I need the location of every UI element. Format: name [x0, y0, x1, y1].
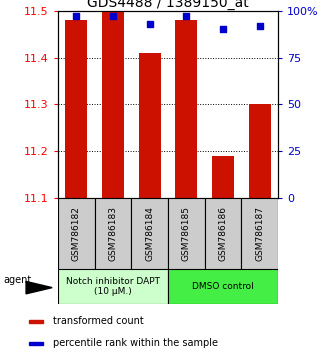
Text: GSM786182: GSM786182: [72, 206, 81, 261]
Point: [110, 13, 116, 19]
Point: [147, 21, 152, 27]
Title: GDS4488 / 1389150_at: GDS4488 / 1389150_at: [87, 0, 249, 10]
Text: GSM786184: GSM786184: [145, 206, 154, 261]
Text: percentile rank within the sample: percentile rank within the sample: [53, 338, 218, 348]
Point: [220, 27, 226, 32]
Text: Notch inhibitor DAPT
(10 μM.): Notch inhibitor DAPT (10 μM.): [66, 277, 160, 296]
Bar: [95, 198, 131, 269]
Text: GSM786183: GSM786183: [109, 206, 118, 261]
Bar: [168, 198, 205, 269]
Bar: [65, 20, 87, 198]
Point: [184, 13, 189, 19]
Bar: [139, 53, 161, 198]
Text: GSM786186: GSM786186: [218, 206, 227, 261]
Bar: [58, 198, 95, 269]
Text: transformed count: transformed count: [53, 316, 144, 326]
Bar: [58, 269, 168, 304]
Text: DMSO control: DMSO control: [192, 282, 254, 291]
Bar: [168, 269, 278, 304]
Bar: [212, 156, 234, 198]
Point: [257, 23, 262, 28]
Bar: [29, 320, 43, 323]
Point: [73, 13, 79, 19]
Text: GSM786187: GSM786187: [255, 206, 264, 261]
Bar: [102, 11, 124, 198]
Bar: [175, 20, 197, 198]
Polygon shape: [26, 281, 52, 294]
Bar: [241, 198, 278, 269]
Text: agent: agent: [3, 275, 31, 285]
Bar: [205, 198, 241, 269]
Bar: [249, 104, 271, 198]
Bar: [131, 198, 168, 269]
Text: GSM786185: GSM786185: [182, 206, 191, 261]
Bar: [29, 342, 43, 345]
